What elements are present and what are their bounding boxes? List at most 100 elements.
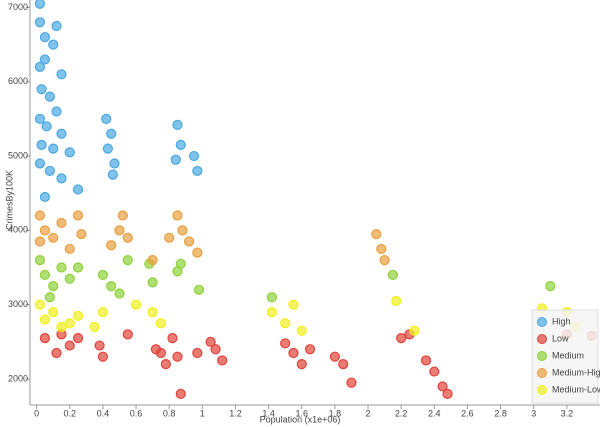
- y-tick-label: 5000: [8, 150, 28, 160]
- point: [280, 318, 291, 329]
- point: [338, 359, 349, 370]
- point: [48, 39, 59, 50]
- point: [72, 333, 84, 344]
- point: [160, 359, 171, 370]
- point: [64, 340, 75, 351]
- point: [44, 165, 55, 177]
- point: [48, 307, 59, 318]
- point: [51, 347, 62, 359]
- point: [329, 351, 340, 362]
- point: [545, 281, 556, 292]
- point: [172, 351, 183, 362]
- point: [304, 344, 316, 355]
- point: [64, 243, 75, 255]
- x-tick-label: 1.8: [329, 408, 342, 418]
- point: [122, 329, 133, 340]
- point: [34, 0, 46, 9]
- point: [429, 366, 440, 377]
- x-tick-label: 0: [34, 408, 39, 418]
- point: [205, 336, 216, 347]
- point: [376, 243, 387, 255]
- point: [39, 191, 51, 203]
- point: [117, 210, 128, 221]
- point: [122, 254, 133, 266]
- point: [72, 310, 84, 321]
- point: [56, 128, 67, 139]
- y-tick-label: 2000: [8, 373, 28, 383]
- legend-swatch[interactable]: [537, 385, 547, 395]
- x-tick-label: 0.4: [97, 408, 110, 418]
- point: [106, 240, 117, 251]
- point: [167, 333, 178, 344]
- point: [34, 299, 46, 310]
- point: [437, 381, 448, 392]
- point: [76, 228, 87, 240]
- point: [39, 32, 51, 43]
- point: [36, 84, 47, 95]
- point: [296, 325, 307, 336]
- point: [48, 143, 59, 154]
- legend-label[interactable]: Low: [552, 333, 569, 343]
- point: [39, 225, 51, 236]
- y-tick-label: 6000: [8, 76, 28, 86]
- legend-swatch[interactable]: [537, 368, 547, 378]
- point: [177, 225, 188, 236]
- point: [89, 321, 100, 333]
- point: [266, 307, 278, 318]
- legend-swatch[interactable]: [537, 351, 547, 361]
- y-axis-label: CrimesBy100K: [4, 170, 14, 230]
- legend-label[interactable]: Medium-High: [552, 367, 600, 377]
- x-tick-label: 2.2: [395, 408, 408, 418]
- x-tick-label: 2.4: [428, 408, 441, 418]
- point: [39, 269, 51, 281]
- legend-label[interactable]: Medium: [552, 350, 584, 360]
- point: [192, 247, 203, 258]
- x-axis-label: Population (x1e+06): [260, 414, 341, 424]
- point: [107, 169, 118, 180]
- point: [34, 210, 46, 221]
- point: [48, 281, 59, 292]
- point: [64, 273, 75, 284]
- legend-swatch[interactable]: [537, 317, 547, 327]
- point: [192, 347, 203, 359]
- point: [56, 262, 67, 273]
- legend-label[interactable]: Medium-Low: [552, 384, 600, 394]
- point: [164, 232, 175, 243]
- point: [387, 269, 398, 281]
- point: [193, 284, 205, 295]
- point: [288, 299, 299, 310]
- point: [379, 254, 390, 266]
- point: [155, 318, 167, 329]
- x-tick-label: 0.8: [163, 408, 176, 418]
- point: [56, 173, 67, 184]
- point: [266, 292, 278, 303]
- point: [56, 69, 67, 80]
- point: [420, 355, 432, 366]
- point: [36, 139, 47, 151]
- point: [188, 150, 200, 162]
- point: [41, 121, 52, 132]
- x-tick-label: 1: [200, 408, 205, 418]
- point: [97, 351, 109, 362]
- point: [34, 61, 46, 72]
- point: [72, 184, 84, 195]
- point: [48, 232, 59, 243]
- point: [217, 355, 228, 366]
- point: [44, 292, 55, 303]
- point: [72, 262, 84, 273]
- point: [296, 359, 307, 370]
- point: [97, 307, 109, 318]
- point: [175, 258, 186, 269]
- legend-swatch[interactable]: [537, 334, 547, 344]
- x-tick-label: 3.2: [561, 408, 574, 418]
- point: [396, 333, 407, 344]
- point: [101, 113, 112, 124]
- x-tick-label: 0.6: [130, 408, 143, 418]
- legend-label[interactable]: High: [552, 316, 571, 326]
- y-tick-label: 7000: [8, 2, 28, 12]
- point: [288, 347, 299, 359]
- point: [175, 388, 186, 399]
- y-tick-label: 3000: [8, 299, 28, 309]
- point: [409, 325, 420, 336]
